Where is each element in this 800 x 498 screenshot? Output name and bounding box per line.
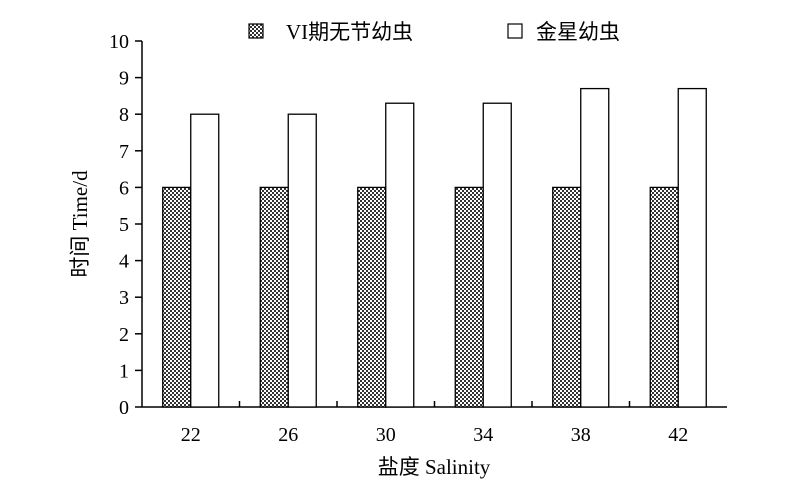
bar-series-1-38	[552, 186, 582, 408]
y-tick-label: 2	[119, 324, 129, 346]
bar-series-1-22	[162, 186, 192, 408]
bar-series-2-30	[385, 102, 415, 408]
y-tick-label: 0	[119, 397, 129, 419]
bar-series-1-26	[259, 186, 289, 408]
legend-label-series-2: 金星幼虫	[536, 20, 620, 44]
y-tick-label: 7	[119, 141, 129, 163]
legend-swatch-series-2	[507, 23, 523, 39]
bars-group	[162, 87, 707, 408]
x-tick-label: 26	[278, 424, 298, 446]
x-tick-label: 22	[181, 424, 201, 446]
bar-series-2-34	[482, 102, 512, 408]
y-tick-label: 6	[119, 177, 129, 199]
bar-series-1-34	[454, 186, 484, 408]
bar-series-1-30	[357, 186, 387, 408]
x-axis-label: 盐度 Salinity	[378, 455, 491, 479]
y-tick-label: 9	[119, 68, 129, 90]
x-tick-label: 42	[668, 424, 688, 446]
bar-series-2-26	[287, 113, 317, 408]
legend: VI期无节幼虫 金星幼虫	[248, 20, 620, 44]
y-tick-label: 4	[119, 251, 129, 273]
y-axis-label: 时间 Time/d	[68, 170, 92, 278]
x-tick-label: 30	[376, 424, 396, 446]
bar-series-2-42	[677, 87, 707, 408]
x-tick-label: 38	[571, 424, 591, 446]
legend-swatch-series-1	[248, 23, 264, 39]
y-tick-label: 8	[119, 104, 129, 126]
y-tick-label: 5	[119, 214, 129, 236]
legend-label-series-1: VI期无节幼虫	[286, 20, 413, 44]
y-tick-label: 10	[109, 31, 129, 53]
y-axis-ticks: 0 1 2 3 4 5 6 7 8 9 10	[109, 31, 142, 419]
bar-series-1-42	[649, 186, 679, 408]
x-axis-ticks: 22 26 30 34 38 42	[181, 401, 688, 446]
y-tick-label: 3	[119, 287, 129, 309]
bar-series-2-22	[190, 113, 220, 408]
y-tick-label: 1	[119, 360, 129, 382]
bar-series-2-38	[580, 87, 610, 408]
x-tick-label: 34	[473, 424, 493, 446]
